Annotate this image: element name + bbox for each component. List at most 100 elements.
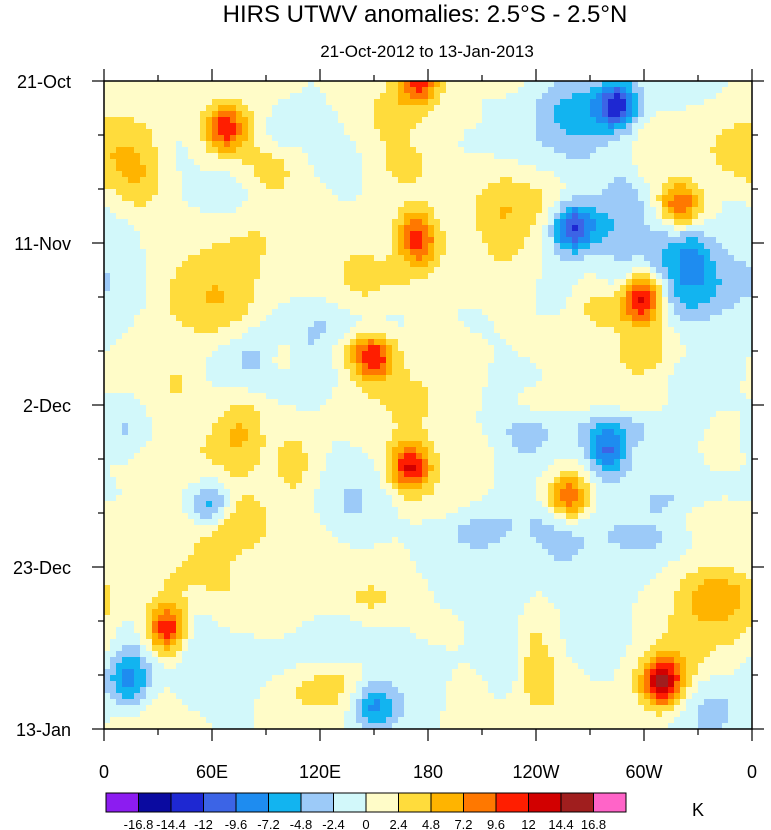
field-cell [362,267,369,274]
field-cell [446,297,453,304]
field-cell [134,99,141,106]
field-cell [248,87,255,94]
field-cell [710,279,717,286]
field-cell [620,303,627,310]
field-cell [554,165,561,172]
field-cell [146,189,153,196]
field-cell [284,207,291,214]
field-cell [428,183,435,190]
field-cell [110,345,117,352]
field-cell [320,225,327,232]
field-cell [332,327,339,334]
field-cell [488,183,495,190]
field-cell [716,81,723,88]
field-cell [632,333,639,340]
field-cell [182,243,189,250]
field-cell [308,303,315,310]
field-cell [482,255,489,262]
field-cell [182,237,189,244]
field-cell [254,291,261,298]
field-cell [218,315,225,322]
field-cell [686,105,693,112]
field-cell [518,123,525,130]
field-cell [320,105,327,112]
field-cell [392,93,399,100]
field-cell [584,123,591,130]
field-cell [326,129,333,136]
field-cell [224,165,231,172]
field-cell [656,117,663,124]
field-cell [632,339,639,346]
field-cell [704,123,711,130]
field-cell [188,213,195,220]
field-cell [638,303,645,310]
field-cell [440,87,447,94]
field-cell [278,153,285,160]
field-cell [470,243,477,250]
field-cell [194,165,201,172]
field-cell [410,99,417,106]
field-cell [524,351,531,358]
field-cell [350,231,357,238]
field-cell [272,207,279,214]
field-cell [368,201,375,208]
field-cell [740,105,747,112]
field-cell [296,261,303,268]
field-cell [188,219,195,226]
field-cell [638,243,645,250]
field-cell [686,225,693,232]
field-cell [674,105,681,112]
field-cell [494,153,501,160]
field-cell [302,111,309,118]
field-cell [488,231,495,238]
field-cell [188,291,195,298]
field-cell [620,321,627,328]
field-cell [296,159,303,166]
field-cell [704,213,711,220]
field-cell [572,255,579,262]
field-cell [128,231,135,238]
field-cell [506,321,513,328]
field-cell [464,249,471,256]
field-cell [686,141,693,148]
field-cell [458,327,465,334]
field-cell [452,171,459,178]
field-cell [140,291,147,298]
field-cell [584,135,591,142]
field-cell [380,93,387,100]
field-cell [392,267,399,274]
field-cell [632,237,639,244]
field-cell [578,273,585,280]
field-cell [590,189,597,196]
field-cell [632,279,639,286]
field-cell [320,243,327,250]
field-cell [326,231,333,238]
field-cell [146,195,153,202]
field-cell [290,309,297,316]
field-cell [338,285,345,292]
field-cell [302,141,309,148]
field-cell [698,255,705,262]
field-cell [602,201,609,208]
field-cell [590,183,597,190]
field-cell [284,201,291,208]
field-cell [320,285,327,292]
field-cell [158,117,165,124]
field-cell [284,321,291,328]
field-cell [482,225,489,232]
field-cell [608,225,615,232]
field-cell [656,99,663,106]
field-cell [308,339,315,346]
field-cell [608,279,615,286]
field-cell [548,249,555,256]
field-cell [542,177,549,184]
field-cell [584,339,591,346]
field-cell [488,135,495,142]
field-cell [470,87,477,94]
field-cell [596,279,603,286]
field-cell [302,93,309,100]
field-cell [518,225,525,232]
field-cell [182,123,189,130]
field-cell [662,189,669,196]
field-cell [452,219,459,226]
